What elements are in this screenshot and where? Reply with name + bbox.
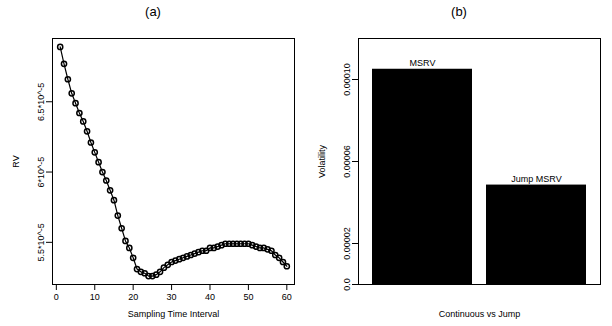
- svg-text:RV: RV: [11, 155, 21, 167]
- svg-text:MSRV: MSRV: [410, 58, 436, 68]
- svg-text:6*10^-5: 6*10^-5: [36, 157, 46, 188]
- svg-text:50: 50: [243, 292, 253, 302]
- svg-text:0.0: 0.0: [342, 278, 352, 291]
- svg-text:Continuous vs Jump: Continuous vs Jump: [439, 309, 521, 319]
- svg-text:Jump MSRV: Jump MSRV: [511, 174, 561, 184]
- svg-text:20: 20: [128, 292, 138, 302]
- svg-text:0: 0: [54, 292, 59, 302]
- svg-text:5.5*10^-5: 5.5*10^-5: [36, 223, 46, 261]
- svg-text:30: 30: [167, 292, 177, 302]
- svg-text:40: 40: [205, 292, 215, 302]
- svg-text:Sampling Time Interval: Sampling Time Interval: [128, 309, 220, 319]
- svg-text:10: 10: [90, 292, 100, 302]
- svg-text:0.00006: 0.00006: [342, 145, 352, 178]
- svg-text:60: 60: [282, 292, 292, 302]
- svg-text:0.00002: 0.00002: [342, 227, 352, 260]
- svg-text:Volatility: Volatility: [317, 144, 327, 178]
- html-text:(b): (b): [451, 4, 467, 19]
- html-text:(a): (a): [145, 4, 161, 19]
- svg-text:0.00010: 0.00010: [342, 63, 352, 96]
- svg-text:6.5*10^-5: 6.5*10^-5: [36, 83, 46, 121]
